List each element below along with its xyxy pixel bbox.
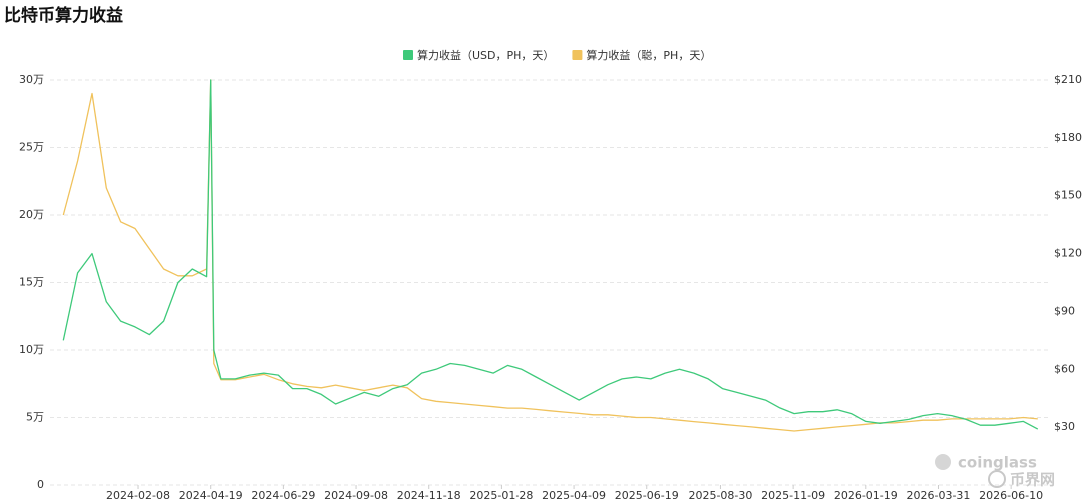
legend: 算力收益（USD，PH，天） 算力收益（聪，PH，天）	[403, 48, 711, 62]
legend-swatch	[403, 50, 413, 60]
legend-label: 算力收益（聪，PH，天）	[586, 48, 711, 62]
series-line	[62, 79, 1039, 430]
x-tick-label: 2024-04-19	[179, 489, 243, 502]
y-tick-label: 0	[37, 478, 44, 491]
y-tick-label: 10万	[19, 343, 44, 356]
y-tick-label: 5万	[26, 411, 44, 424]
x-tick-label: 2024-09-08	[324, 489, 388, 502]
x-tick-label: 2025-11-09	[761, 489, 825, 502]
y2-tick-label: $30	[1054, 420, 1075, 433]
y-tick-label: 20万	[19, 208, 44, 221]
x-tick-label: 2024-11-18	[397, 489, 461, 502]
y2-tick-label: $150	[1054, 189, 1082, 202]
y2-tick-label: $60	[1054, 362, 1075, 375]
x-tick-label: 2024-02-08	[106, 489, 170, 502]
x-tick-label: 2025-01-28	[469, 489, 533, 502]
x-tick-label: 2026-03-31	[907, 489, 971, 502]
y-tick-label: 15万	[19, 276, 44, 289]
watermark: coinglass 币界网	[935, 454, 1055, 489]
y2-tick-label: $210	[1054, 73, 1082, 86]
y2-tick-label: $180	[1054, 131, 1082, 144]
y-tick-label: 30万	[19, 73, 44, 86]
y2-tick-label: $90	[1054, 304, 1075, 317]
x-tick-label: 2026-06-10	[979, 489, 1043, 502]
watermark-icon	[988, 470, 1006, 488]
legend-swatch	[572, 50, 583, 60]
x-tick-label: 2026-01-19	[834, 489, 898, 502]
x-tick-label: 2025-08-30	[688, 489, 752, 502]
y2-tick-label: $120	[1054, 247, 1082, 260]
watermark-icon	[935, 454, 951, 470]
watermark-text: coinglass	[958, 454, 1037, 472]
chart-title: 比特币算力收益	[4, 5, 123, 26]
y-tick-label: 25万	[19, 141, 44, 154]
x-tick-label: 2024-06-29	[251, 489, 315, 502]
x-tick-label: 2025-04-09	[542, 489, 606, 502]
x-tick-label: 2025-06-19	[615, 489, 679, 502]
legend-label: 算力收益（USD，PH，天）	[417, 48, 554, 62]
watermark-text: 币界网	[1010, 471, 1055, 489]
